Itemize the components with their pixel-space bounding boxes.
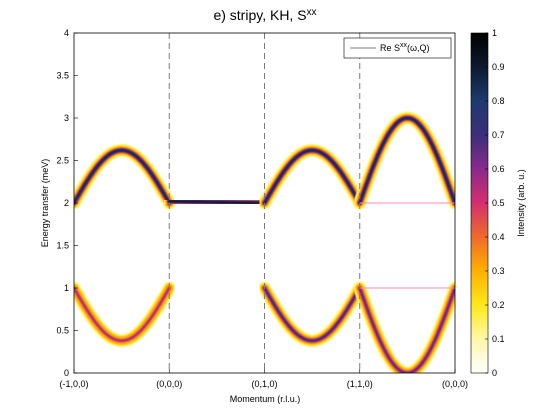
x-tick-label: (0,0,0) xyxy=(442,379,468,389)
legend: Re Sxx(ω,Q) xyxy=(343,37,452,59)
y-tick-label: 1.5 xyxy=(56,241,69,251)
lower-band-path xyxy=(74,287,171,342)
upper-band-path xyxy=(168,200,266,204)
chart-title: e) stripy, KH, Sxx xyxy=(213,7,316,23)
x-tick-label: (1,1,0) xyxy=(347,379,373,389)
x-tick-label: (0,1,0) xyxy=(251,379,277,389)
y-tick-label: 0 xyxy=(64,368,69,378)
y-tick-label: 1 xyxy=(64,283,69,293)
x-tick-label: (0,0,0) xyxy=(156,379,182,389)
y-tick-label: 2.5 xyxy=(56,156,69,166)
y-tick-label: 4 xyxy=(64,28,69,38)
upper-band-path xyxy=(263,149,361,204)
y-tick-label: 2 xyxy=(64,198,69,208)
y-tick-label: 0.5 xyxy=(56,326,69,336)
y-axis-ticks: 0 0.5 1 1.5 2 2.5 3 3.5 4 xyxy=(56,28,78,378)
colorbar-tick-label: 0.8 xyxy=(492,96,505,106)
dispersion-bands xyxy=(74,111,455,373)
y-tick-label: 3.5 xyxy=(56,71,69,81)
legend-box xyxy=(343,37,452,59)
lower-band-path xyxy=(358,287,455,373)
pink-lines xyxy=(359,202,455,289)
upper-band-path xyxy=(74,149,171,204)
colorbar-tick-label: 1 xyxy=(492,28,497,38)
colorbar-tick-label: 0.2 xyxy=(492,300,505,310)
legend-sup: xx xyxy=(400,42,408,49)
colorbar-tick-label: 0.7 xyxy=(492,130,505,140)
colorbar-tick-label: 0.4 xyxy=(492,232,505,242)
colorbar-tick-label: 0.9 xyxy=(492,62,505,72)
y-tick-label: 3 xyxy=(64,113,69,123)
colorbar-tick-label: 0.1 xyxy=(492,334,505,344)
chart-title-sup: xx xyxy=(307,7,317,18)
colorbar-ticks: 0 0.1 0.2 0.3 0.4 0.5 0.6 0.7 0.8 0.9 1 xyxy=(485,28,505,378)
x-axis-label: Momentum (r.l.u.) xyxy=(230,394,301,404)
dashed-lines xyxy=(168,33,361,373)
legend-entry: Re Sxx(ω,Q) xyxy=(380,42,430,53)
x-tick-label: (-1,0,0) xyxy=(59,379,88,389)
legend-prefix: Re S xyxy=(380,43,400,53)
y-axis-label: Energy transfer (meV) xyxy=(40,159,50,248)
legend-suffix: (ω,Q) xyxy=(407,43,430,53)
x-axis-ticks: (-1,0,0) (0,0,0) (0,1,0) (1,1,0) (0,0,0) xyxy=(59,369,468,389)
colorbar-tick-label: 0.6 xyxy=(492,164,505,174)
colorbar-tick-label: 0.5 xyxy=(492,198,505,208)
upper-band-path xyxy=(358,117,455,204)
lower-band-path xyxy=(263,287,361,342)
colorbar-label: Intensity (arb. u.) xyxy=(516,169,526,237)
colorbar-tick-label: 0 xyxy=(492,368,497,378)
colorbar-tick-label: 0.3 xyxy=(492,266,505,276)
chart-title-main: e) stripy, KH, S xyxy=(213,7,306,23)
